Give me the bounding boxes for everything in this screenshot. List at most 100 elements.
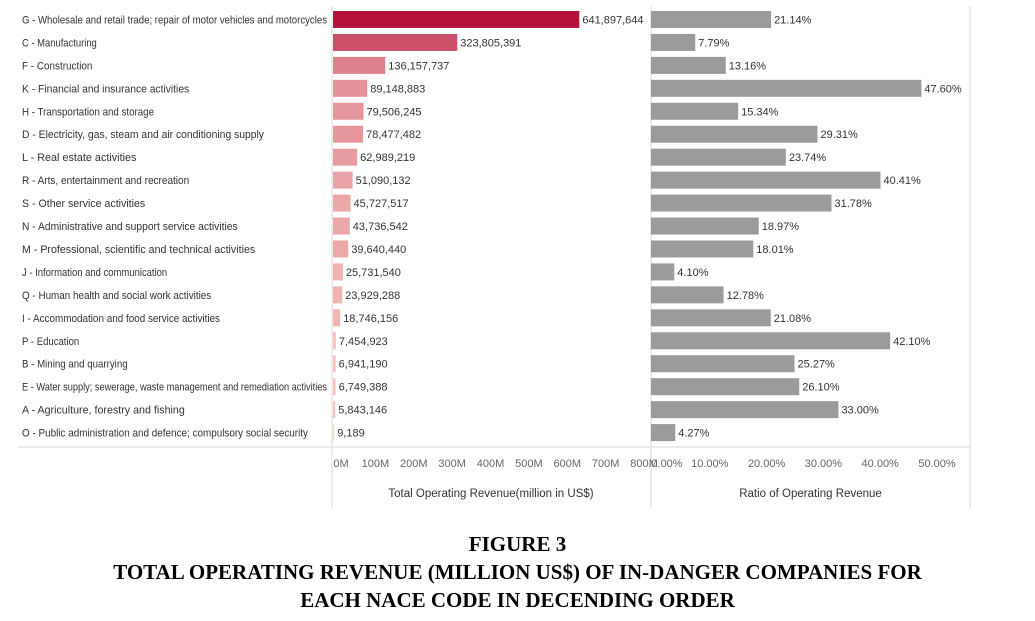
ratio-value-label: 15.34%: [741, 106, 779, 118]
category-label: P - Education: [22, 336, 79, 348]
ratio-value-label: 18.01%: [756, 244, 794, 256]
revenue-tick-label: 700M: [592, 458, 620, 470]
revenue-value-label: 79,506,245: [367, 106, 422, 118]
category-label: S - Other service activities: [22, 198, 146, 210]
ratio-bar: [651, 171, 881, 189]
category-label: N - Administrative and support service a…: [22, 221, 238, 233]
category-label: F - Construction: [22, 60, 92, 72]
revenue-axis-title: Total Operating Revenue(million in US$): [388, 488, 593, 500]
ratio-bar: [651, 240, 754, 258]
revenue-tick-label: 500M: [515, 458, 543, 470]
revenue-bar: [333, 240, 349, 258]
revenue-value-label: 9,189: [337, 428, 365, 440]
revenue-bar: [333, 401, 336, 419]
ratio-value-label: 40.41%: [884, 175, 922, 187]
revenue-value-label: 18,746,156: [343, 313, 398, 325]
revenue-value-label: 23,929,288: [345, 290, 400, 302]
revenue-value-label: 39,640,440: [351, 244, 406, 256]
ratio-value-label: 7.79%: [698, 37, 729, 49]
ratio-bar: [651, 263, 675, 281]
ratio-bar: [651, 10, 772, 28]
category-label: A - Agriculture, forestry and fishing: [22, 405, 185, 417]
revenue-value-label: 25,731,540: [346, 267, 401, 279]
revenue-bar: [333, 148, 358, 166]
revenue-bar: [333, 102, 364, 120]
revenue-bar: [333, 217, 350, 235]
ratio-bar: [651, 378, 800, 396]
revenue-value-label: 43,736,542: [353, 221, 408, 233]
ratio-value-label: 12.78%: [727, 290, 765, 302]
ratio-tick-label: 0.00%: [651, 458, 682, 470]
category-label: O - Public administration and defence; c…: [22, 428, 308, 440]
chart-area: G - Wholesale and retail trade; repair o…: [18, 6, 971, 508]
ratio-bar: [651, 56, 726, 74]
category-label: L - Real estate activities: [22, 152, 137, 164]
category-label: K - Financial and insurance activities: [22, 83, 190, 95]
category-label: R - Arts, entertainment and recreation: [22, 175, 189, 187]
ratio-value-label: 21.08%: [774, 313, 812, 325]
ratio-value-label: 47.60%: [924, 83, 962, 95]
ratio-value-label: 33.00%: [841, 405, 879, 417]
revenue-bar: [333, 125, 364, 143]
ratio-bar: [651, 355, 795, 373]
revenue-tick-label: 0M: [333, 458, 348, 470]
revenue-bar: [333, 194, 351, 212]
revenue-bar: [333, 332, 336, 350]
revenue-tick-label: 200M: [400, 458, 428, 470]
ratio-axis-title: Ratio of Operating Revenue: [739, 488, 882, 500]
revenue-bar: [333, 286, 343, 304]
revenue-bar: [333, 378, 336, 396]
figure-title-line-2: EACH NACE CODE IN DECENDING ORDER: [300, 588, 735, 612]
revenue-bar: [333, 56, 386, 74]
revenue-bar: [333, 79, 368, 97]
figure-label: FIGURE 3: [468, 532, 567, 556]
revenue-tick-label: 100M: [362, 458, 390, 470]
category-label: Q - Human health and social work activit…: [22, 290, 212, 302]
ratio-value-label: 4.10%: [677, 267, 708, 279]
revenue-value-label: 6,941,190: [339, 359, 388, 371]
revenue-bar: [333, 355, 336, 373]
revenue-tick-label: 400M: [477, 458, 505, 470]
ratio-bar: [651, 194, 832, 212]
ratio-bar: [651, 33, 696, 51]
revenue-value-label: 62,989,219: [360, 152, 415, 164]
ratio-value-label: 13.16%: [729, 60, 767, 72]
category-label: E - Water supply; sewerage, waste manage…: [22, 382, 327, 394]
ratio-tick-label: 10.00%: [691, 458, 729, 470]
category-label: B - Mining and quarrying: [22, 359, 128, 371]
revenue-tick-label: 800M: [630, 458, 658, 470]
figure-title-line-1: TOTAL OPERATING REVENUE (MILLION US$) OF…: [113, 560, 922, 584]
ratio-bar: [651, 148, 786, 166]
ratio-bar: [651, 79, 922, 97]
ratio-bar: [651, 424, 676, 442]
ratio-tick-label: 40.00%: [862, 458, 900, 470]
ratio-bar: [651, 102, 739, 120]
revenue-tick-label: 600M: [553, 458, 581, 470]
ratio-value-label: 42.10%: [893, 336, 931, 348]
ratio-bar: [651, 286, 724, 304]
ratio-tick-label: 30.00%: [805, 458, 843, 470]
revenue-value-label: 323,805,391: [460, 37, 521, 49]
category-label: I - Accommodation and food service activ…: [22, 313, 220, 325]
category-label: J - Information and communication: [22, 267, 167, 279]
revenue-bar: [333, 10, 580, 28]
category-label: D - Electricity, gas, steam and air cond…: [22, 129, 264, 141]
chart-svg: G - Wholesale and retail trade; repair o…: [18, 6, 971, 508]
ratio-bar: [651, 309, 771, 327]
ratio-value-label: 29.31%: [820, 129, 858, 141]
revenue-value-label: 7,454,923: [339, 336, 388, 348]
revenue-bar: [333, 33, 458, 51]
category-label: M - Professional, scientific and technic…: [22, 244, 256, 256]
revenue-value-label: 45,727,517: [354, 198, 409, 210]
category-label: G - Wholesale and retail trade; repair o…: [22, 14, 327, 26]
ratio-value-label: 18.97%: [762, 221, 800, 233]
revenue-value-label: 78,477,482: [366, 129, 421, 141]
revenue-bar: [333, 263, 343, 281]
revenue-value-label: 6,749,388: [339, 382, 388, 394]
revenue-bar: [333, 424, 335, 442]
ratio-bar: [651, 217, 759, 235]
revenue-bar: [333, 171, 353, 189]
ratio-value-label: 31.78%: [835, 198, 873, 210]
revenue-tick-label: 300M: [438, 458, 466, 470]
revenue-value-label: 641,897,644: [582, 14, 643, 26]
